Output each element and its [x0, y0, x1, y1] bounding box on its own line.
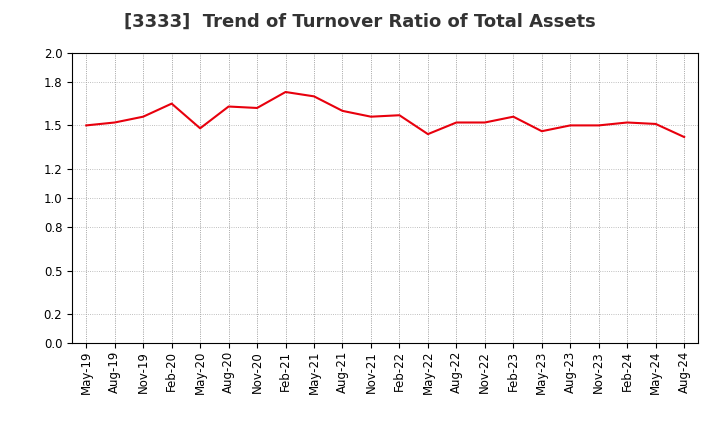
Text: [3333]  Trend of Turnover Ratio of Total Assets: [3333] Trend of Turnover Ratio of Total … — [124, 13, 596, 31]
